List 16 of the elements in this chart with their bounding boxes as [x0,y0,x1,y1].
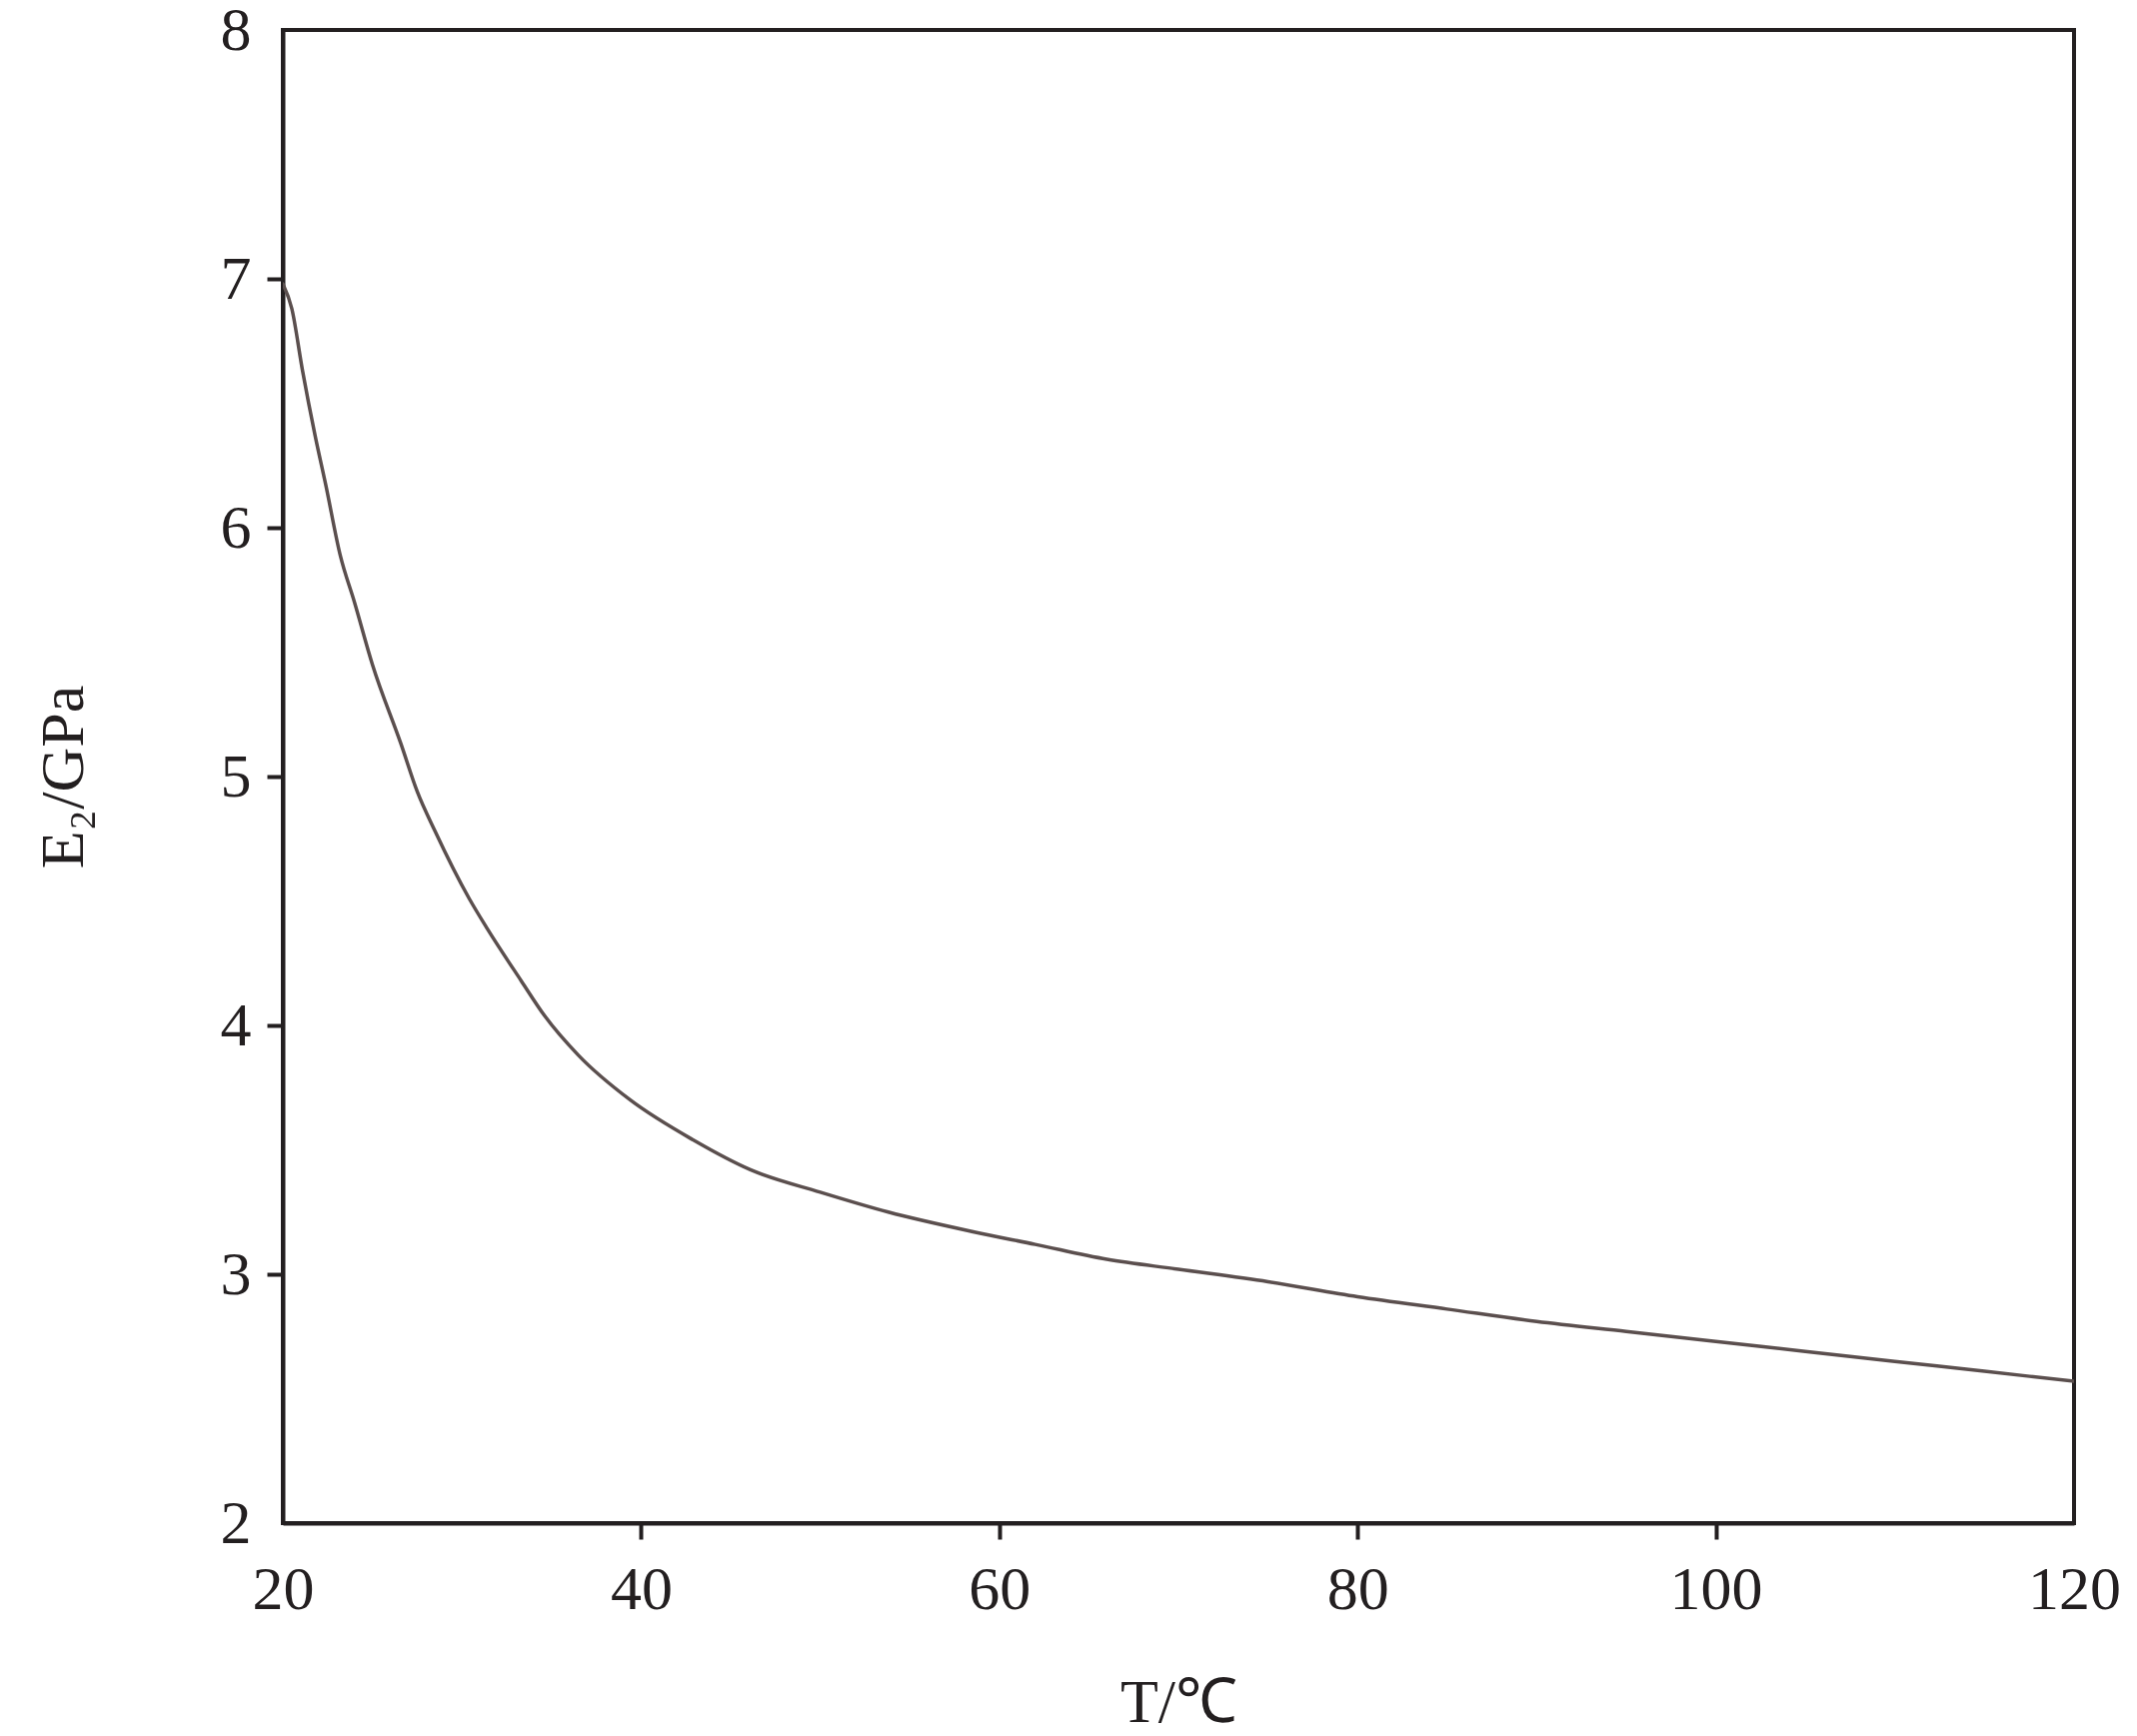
x-tick-label: 120 [2028,1553,2121,1622]
x-tick-label: 80 [1326,1553,1389,1622]
x-tick-label: 20 [252,1553,315,1622]
y-tick-label: 4 [220,989,252,1058]
line-series [283,282,2074,1383]
x-tick-label: 40 [610,1553,673,1622]
y-tick-label: 7 [220,243,252,312]
x-tick-label: 100 [1669,1553,1763,1622]
x-axis-title: T/℃ [1119,1666,1238,1735]
x-tick-label: 60 [969,1553,1032,1622]
y-tick-label: 3 [220,1238,252,1307]
y-tick-label: 8 [220,0,252,63]
y-tick-label: 6 [220,492,252,561]
y-tick-label: 5 [220,741,252,810]
y-axis-title: E₂/GPa [27,685,96,869]
y-tick-label: 2 [220,1487,252,1556]
